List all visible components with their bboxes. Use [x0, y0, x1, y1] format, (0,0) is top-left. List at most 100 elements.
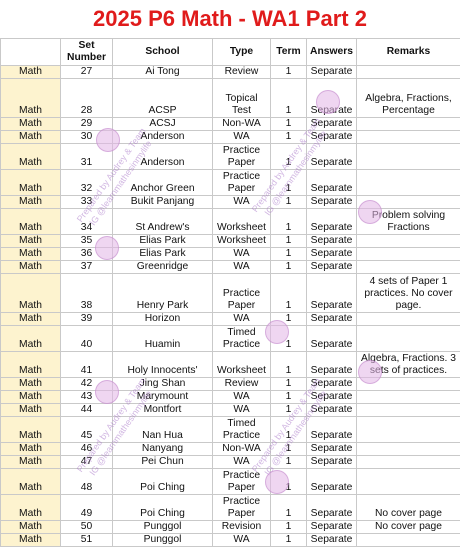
cell-term: 1 [271, 144, 307, 170]
cell-school: Bukit Panjang [113, 196, 213, 209]
cell-answers: Separate [307, 521, 357, 534]
cell-subject: Math [1, 209, 61, 235]
cell-answers: Separate [307, 131, 357, 144]
cell-remarks [357, 131, 460, 144]
cell-set-number: 29 [61, 118, 113, 131]
cell-school: Holy Innocents' [113, 352, 213, 378]
cell-type: Topical Test [213, 79, 271, 118]
cell-set-number: 47 [61, 456, 113, 469]
cell-type: Worksheet [213, 352, 271, 378]
cell-school: Pei Chun [113, 456, 213, 469]
cell-set-number: 45 [61, 417, 113, 443]
cell-remarks [357, 170, 460, 196]
cell-remarks: 4 sets of Paper 1 practices. No cover pa… [357, 274, 460, 313]
cell-subject: Math [1, 391, 61, 404]
cell-answers: Separate [307, 443, 357, 456]
cell-school: ACSP [113, 79, 213, 118]
cell-remarks [357, 196, 460, 209]
cell-set-number: 48 [61, 469, 113, 495]
cell-remarks [357, 66, 460, 79]
cell-term: 1 [271, 209, 307, 235]
header-type: Type [213, 39, 271, 66]
cell-answers: Separate [307, 261, 357, 274]
cell-term: 1 [271, 248, 307, 261]
worksheet-table: Set Number School Type Term Answers Rema… [0, 38, 460, 547]
cell-type: Timed Practice [213, 326, 271, 352]
cell-remarks [357, 404, 460, 417]
cell-school: Jing Shan [113, 378, 213, 391]
cell-subject: Math [1, 118, 61, 131]
cell-school: Henry Park [113, 274, 213, 313]
cell-school: Horizon [113, 313, 213, 326]
cell-type: Non-WA [213, 118, 271, 131]
cell-school: Ai Tong [113, 66, 213, 79]
cell-answers: Separate [307, 404, 357, 417]
cell-remarks [357, 456, 460, 469]
cell-school: Poi Ching [113, 469, 213, 495]
cell-answers: Separate [307, 66, 357, 79]
cell-type: WA [213, 313, 271, 326]
header-school: School [113, 39, 213, 66]
cell-term: 1 [271, 443, 307, 456]
cell-answers: Separate [307, 196, 357, 209]
cell-term: 1 [271, 378, 307, 391]
cell-term: 1 [271, 196, 307, 209]
cell-term: 1 [271, 313, 307, 326]
cell-answers: Separate [307, 209, 357, 235]
cell-school: Anderson [113, 131, 213, 144]
cell-subject: Math [1, 313, 61, 326]
cell-set-number: 40 [61, 326, 113, 352]
cell-remarks [357, 313, 460, 326]
cell-school: Elias Park [113, 235, 213, 248]
cell-remarks [357, 235, 460, 248]
cell-set-number: 49 [61, 495, 113, 521]
cell-subject: Math [1, 417, 61, 443]
cell-set-number: 33 [61, 196, 113, 209]
cell-set-number: 46 [61, 443, 113, 456]
cell-remarks [357, 417, 460, 443]
cell-type: WA [213, 248, 271, 261]
cell-set-number: 44 [61, 404, 113, 417]
cell-set-number: 35 [61, 235, 113, 248]
cell-term: 1 [271, 352, 307, 378]
cell-type: Non-WA [213, 443, 271, 456]
cell-subject: Math [1, 144, 61, 170]
cell-answers: Separate [307, 391, 357, 404]
cell-answers: Separate [307, 235, 357, 248]
cell-school: Marymount [113, 391, 213, 404]
cell-type: Review [213, 66, 271, 79]
cell-type: WA [213, 196, 271, 209]
cell-remarks [357, 144, 460, 170]
cell-answers: Separate [307, 417, 357, 443]
cell-term: 1 [271, 391, 307, 404]
cell-subject: Math [1, 404, 61, 417]
cell-set-number: 42 [61, 378, 113, 391]
header-subject [1, 39, 61, 66]
cell-set-number: 37 [61, 261, 113, 274]
cell-subject: Math [1, 261, 61, 274]
cell-term: 1 [271, 170, 307, 196]
header-row: Set Number School Type Term Answers Rema… [1, 39, 460, 66]
header-remarks: Remarks [357, 39, 460, 66]
cell-remarks [357, 469, 460, 495]
cell-subject: Math [1, 248, 61, 261]
cell-subject: Math [1, 456, 61, 469]
cell-subject: Math [1, 326, 61, 352]
cell-set-number: 39 [61, 313, 113, 326]
cell-set-number: 38 [61, 274, 113, 313]
cell-set-number: 27 [61, 66, 113, 79]
cell-remarks: Algebra, Fractions. 3 sets of practices. [357, 352, 460, 378]
cell-set-number: 32 [61, 170, 113, 196]
